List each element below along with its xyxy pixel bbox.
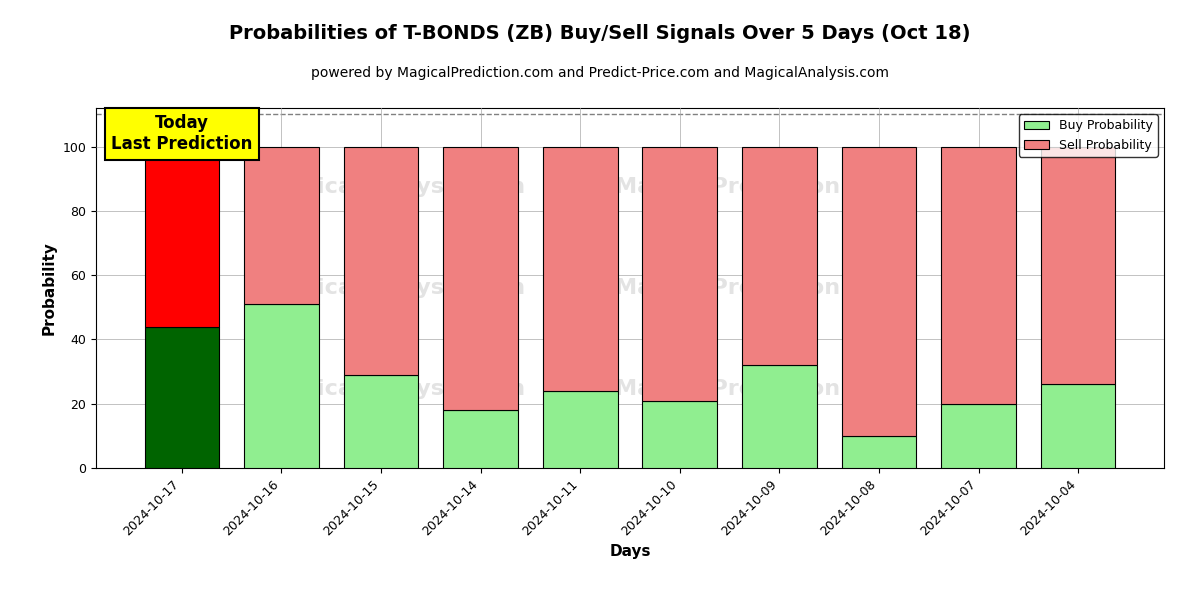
Text: MagicalAnalysis.com: MagicalAnalysis.com [264, 379, 526, 399]
Bar [742, 146, 817, 365]
Bar [343, 146, 419, 375]
Bar [742, 365, 817, 468]
Bar [841, 146, 917, 436]
Bar [642, 401, 718, 468]
Bar [542, 146, 618, 391]
Legend: Buy Probability, Sell Probability: Buy Probability, Sell Probability [1019, 114, 1158, 157]
Bar [443, 410, 518, 468]
Bar [941, 404, 1016, 468]
Bar [244, 146, 319, 304]
Text: MagicalPrediction.com: MagicalPrediction.com [616, 379, 901, 399]
Bar [343, 375, 419, 468]
Bar [144, 146, 220, 326]
Bar [542, 391, 618, 468]
Bar [841, 436, 917, 468]
Bar [443, 146, 518, 410]
Bar [244, 304, 319, 468]
X-axis label: Days: Days [610, 544, 650, 559]
Text: MagicalAnalysis.com: MagicalAnalysis.com [264, 278, 526, 298]
Bar [941, 146, 1016, 404]
Bar [144, 326, 220, 468]
Bar [642, 146, 718, 401]
Text: Probabilities of T-BONDS (ZB) Buy/Sell Signals Over 5 Days (Oct 18): Probabilities of T-BONDS (ZB) Buy/Sell S… [229, 24, 971, 43]
Text: MagicalPrediction.com: MagicalPrediction.com [616, 278, 901, 298]
Text: MagicalPrediction.com: MagicalPrediction.com [616, 177, 901, 197]
Text: Today
Last Prediction: Today Last Prediction [112, 115, 252, 153]
Text: MagicalAnalysis.com: MagicalAnalysis.com [264, 177, 526, 197]
Bar [1040, 385, 1116, 468]
Text: powered by MagicalPrediction.com and Predict-Price.com and MagicalAnalysis.com: powered by MagicalPrediction.com and Pre… [311, 66, 889, 80]
Bar [1040, 146, 1116, 385]
Y-axis label: Probability: Probability [42, 241, 56, 335]
